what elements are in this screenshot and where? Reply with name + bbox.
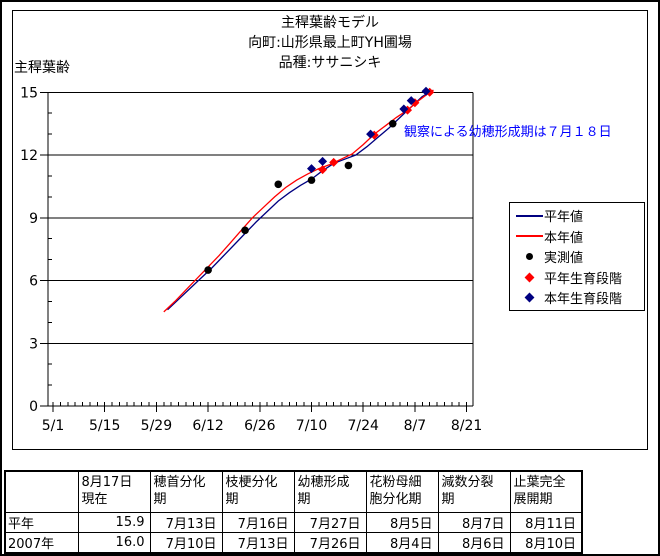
legend-item: 実測値 [510,247,644,267]
table-cell: 7月27日 [293,512,367,533]
table-cell: 8月6日 [437,532,511,554]
stage-table-body: 平年 15.9 7月13日 7月16日 7月27日 8月5日 8月7日 8月11日 2007年 1… [4,512,583,554]
legend-diamond-icon [524,292,534,303]
svg-text:5/29: 5/29 [141,418,172,434]
svg-text:5/15: 5/15 [89,418,120,434]
table-header-cell: 枝梗分化 期 [221,470,295,513]
stage-table: 8月17日 現在 穂首分化 期枝梗分化 期幼穂形成 期花粉母細 胞分化期 減数分裂 … [4,470,583,554]
table-cell: 8月7日 [437,512,511,533]
table-cell: 15.9 [77,512,151,533]
legend-label: 本年値 [544,230,584,246]
svg-text:6/12: 6/12 [192,418,223,434]
legend-label: 本年生育段階 [544,292,623,307]
chart-plot: 0 3 6 9 12 15 5/1 5/15 5/29 6/12 6/26 7/10 7/24 8/7 8/… [20,85,482,434]
table-header-cell: 花粉母細 胞分化期 [365,470,439,513]
chart-subtitle-location: 向町:山形県最上町YH圃場 [248,35,412,51]
table-cell: 7月13日 [221,532,295,554]
table-cell: 7月10日 [149,532,223,554]
table-header-cell [4,470,79,513]
legend-label: 実測値 [544,251,584,266]
table-cell: 8月11日 [509,512,583,533]
table-cell: 7月13日 [149,512,223,533]
legend-line-swatch [515,235,543,237]
svg-text:9: 9 [29,211,38,227]
svg-text:8/7: 8/7 [404,418,427,434]
table-row-label: 2007年 [4,532,79,554]
table-row-label: 平年 [4,512,79,533]
svg-text:0: 0 [29,399,38,415]
svg-text:6: 6 [29,274,38,290]
legend-item: 平年生育段階 [510,267,644,287]
svg-text:8/21: 8/21 [451,418,482,434]
svg-text:3: 3 [29,336,38,352]
legend-diamond-icon [524,272,534,282]
svg-text:12: 12 [20,148,38,164]
table-cell: 7月16日 [221,512,295,533]
legend-line-swatch [515,214,543,217]
table-cell: 7月26日 [293,532,367,554]
legend-item: 平年値 [510,206,644,226]
legend-item: 本年値 [510,226,644,246]
annotation-text: 観察による幼穂形成期は７月１８日 [404,125,612,140]
legend-label: 平年生育段階 [544,271,623,287]
stage-table-head: 8月17日 現在 穂首分化 期枝梗分化 期幼穂形成 期花粉母細 胞分化期 減数分裂 … [4,470,583,513]
table-row: 平年 15.9 7月13日 7月16日 7月27日 8月5日 8月7日 8月11日 [4,512,583,533]
y-axis-label: 主稈葉齢 [14,60,70,76]
table-cell: 16.0 [77,532,151,554]
legend-dot-icon [525,253,533,260]
table-row: 2007年 16.0 7月10日 7月13日 7月26日 8月4日 8月6日 8月10日 [4,532,583,554]
svg-text:7/24: 7/24 [347,418,379,434]
table-cell: 8月5日 [365,512,439,533]
chart-title-block: 主稈葉齢モデル 向町:山形県最上町YH圃場 品種:ササニシキ [12,13,648,73]
table-header-cell: 幼穂形成 期 [293,470,367,513]
table-header-cell: 穂首分化 期 [149,470,223,513]
svg-text:5/1: 5/1 [42,418,65,434]
table-header-cell: 8月17日 現在 [77,470,151,513]
chart-legend: 平年値本年値実測値平年生育段階 本年生育段階 [509,202,645,311]
legend-item: 本年生育段階 [510,288,644,308]
table-cell: 8月10日 [509,532,583,554]
svg-text:7/10: 7/10 [296,418,327,434]
svg-text:6/26: 6/26 [244,418,276,434]
table-cell: 8月4日 [365,532,439,554]
table-header-cell: 減数分裂 期 [437,470,511,513]
chart-title: 主稈葉齢モデル [281,15,379,31]
legend-label: 平年値 [544,210,584,225]
table-header-cell: 止葉完全 展開期 [509,470,583,513]
chart-subtitle-variety: 品種:ササニシキ [278,55,382,71]
svg-text:15: 15 [20,85,38,101]
